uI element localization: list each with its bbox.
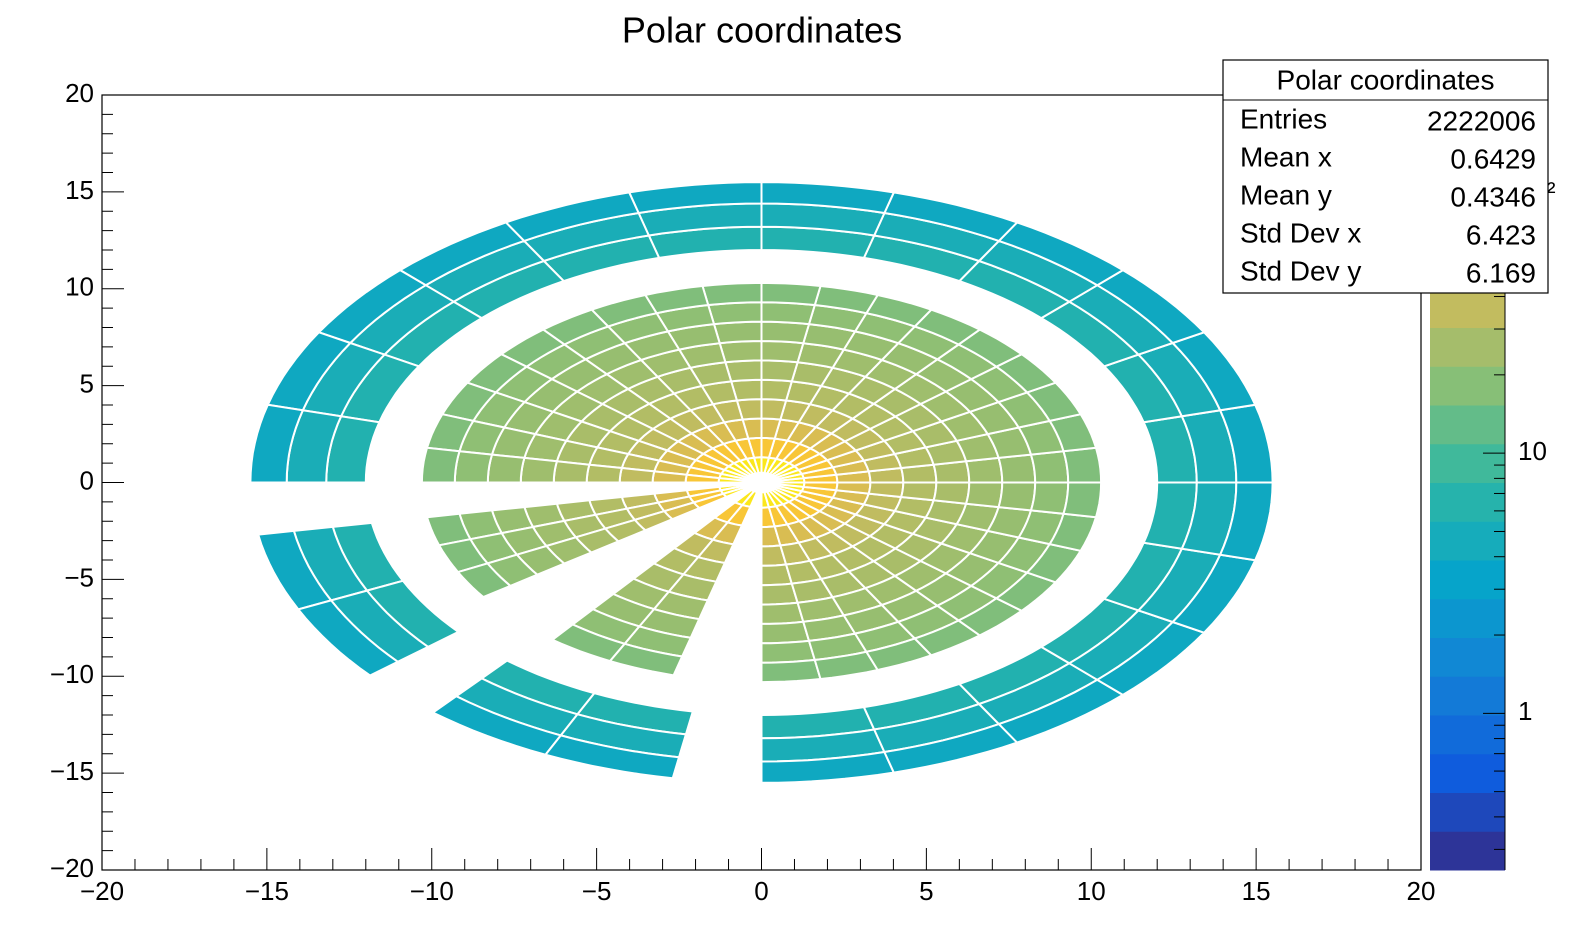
histogram-cell [453, 450, 494, 484]
histogram-cell [964, 481, 1004, 509]
x-tick-label: 0 [754, 876, 768, 906]
histogram-cell [608, 642, 684, 677]
colorbar-band [1430, 676, 1505, 716]
colorbar-band [1430, 521, 1505, 561]
histogram-cell [760, 301, 817, 326]
colorbar-band [1430, 637, 1505, 677]
colorbar-tick-label: 10 [1518, 436, 1547, 466]
histogram-cell [760, 658, 822, 684]
stats-title: Polar coordinates [1277, 64, 1495, 95]
histogram-cell [1218, 481, 1274, 562]
colorbar-tick-label: 1 [1518, 696, 1532, 726]
stats-value: 2222006 [1427, 105, 1536, 136]
histogram-cell [760, 601, 805, 625]
colorbar-band [1430, 482, 1505, 522]
colorbar-band [1430, 560, 1505, 600]
x-tick-label: 10 [1077, 876, 1106, 906]
histogram-cell [486, 453, 526, 484]
histogram-cell [760, 378, 794, 402]
stats-value: 6.169 [1466, 257, 1536, 288]
x-tick-label: −10 [410, 876, 454, 906]
stats-value: 0.4346 [1450, 181, 1536, 212]
stats-label: Mean x [1240, 141, 1332, 172]
histogram-cell [760, 340, 805, 364]
colorbar-band [1430, 831, 1505, 871]
histogram-cell [456, 562, 513, 599]
x-tick-label: −5 [582, 876, 612, 906]
histogram-cell [618, 466, 656, 484]
colorbar-band [1430, 753, 1505, 793]
histogram-cell [997, 453, 1037, 484]
histogram-cell [519, 456, 559, 484]
y-tick-label: 15 [65, 175, 94, 205]
chart-title: Polar coordinates [622, 10, 902, 51]
histogram-cell [760, 359, 799, 383]
histogram-cell [420, 446, 461, 484]
histogram-cell [712, 320, 763, 345]
histogram-cell [1062, 446, 1103, 484]
stats-label: Mean y [1240, 179, 1332, 210]
histogram-cell [585, 463, 624, 484]
histogram-cell [932, 481, 971, 505]
colorbar-band [1430, 792, 1505, 832]
y-tick-label: −15 [50, 756, 94, 786]
stats-value: 0.6429 [1450, 143, 1536, 174]
histogram-cell [760, 639, 817, 664]
stats-label: Std Dev y [1240, 255, 1361, 286]
y-tick-label: −20 [50, 853, 94, 883]
x-tick-label: 20 [1407, 876, 1436, 906]
colorbar-band [1430, 366, 1505, 406]
colorbar-band [1430, 327, 1505, 367]
x-tick-label: 15 [1242, 876, 1271, 906]
histogram-cell [1029, 481, 1070, 515]
colorbar-band [1430, 443, 1505, 483]
histogram-cell [552, 460, 591, 484]
histogram-cell [760, 320, 811, 345]
x-tick-label: −20 [80, 876, 124, 906]
histogram-cell [249, 403, 305, 484]
y-tick-label: 20 [65, 78, 94, 108]
colorbar-band [1430, 715, 1505, 755]
y-tick-label: 0 [80, 465, 94, 495]
colorbar-band [1430, 405, 1505, 445]
histogram-cell [543, 734, 681, 780]
x-tick-label: 5 [919, 876, 933, 906]
histogram-cell [1062, 481, 1103, 519]
histogram-cell [296, 599, 400, 677]
stats-value: 6.423 [1466, 219, 1536, 250]
stats-label: Entries [1240, 103, 1327, 134]
histogram-cell [718, 340, 763, 364]
histogram-cell [899, 481, 938, 502]
y-tick-label: −5 [64, 562, 94, 592]
histogram-cell [760, 281, 822, 307]
y-tick-label: −10 [50, 659, 94, 689]
stats-box [1222, 59, 1549, 294]
histogram-cell [997, 481, 1037, 512]
colorbar-band [1430, 288, 1505, 328]
histogram-cell [701, 281, 763, 307]
y-tick-label: 10 [65, 272, 94, 302]
histogram-cell [706, 301, 763, 326]
y-tick-label: 5 [80, 369, 94, 399]
colorbar-band [1430, 598, 1505, 638]
histogram-cell [867, 481, 905, 499]
histogram-cell [1029, 450, 1070, 484]
x-tick-label: −15 [245, 876, 289, 906]
histogram-cell [760, 620, 811, 645]
stats-label: Std Dev x [1240, 217, 1361, 248]
